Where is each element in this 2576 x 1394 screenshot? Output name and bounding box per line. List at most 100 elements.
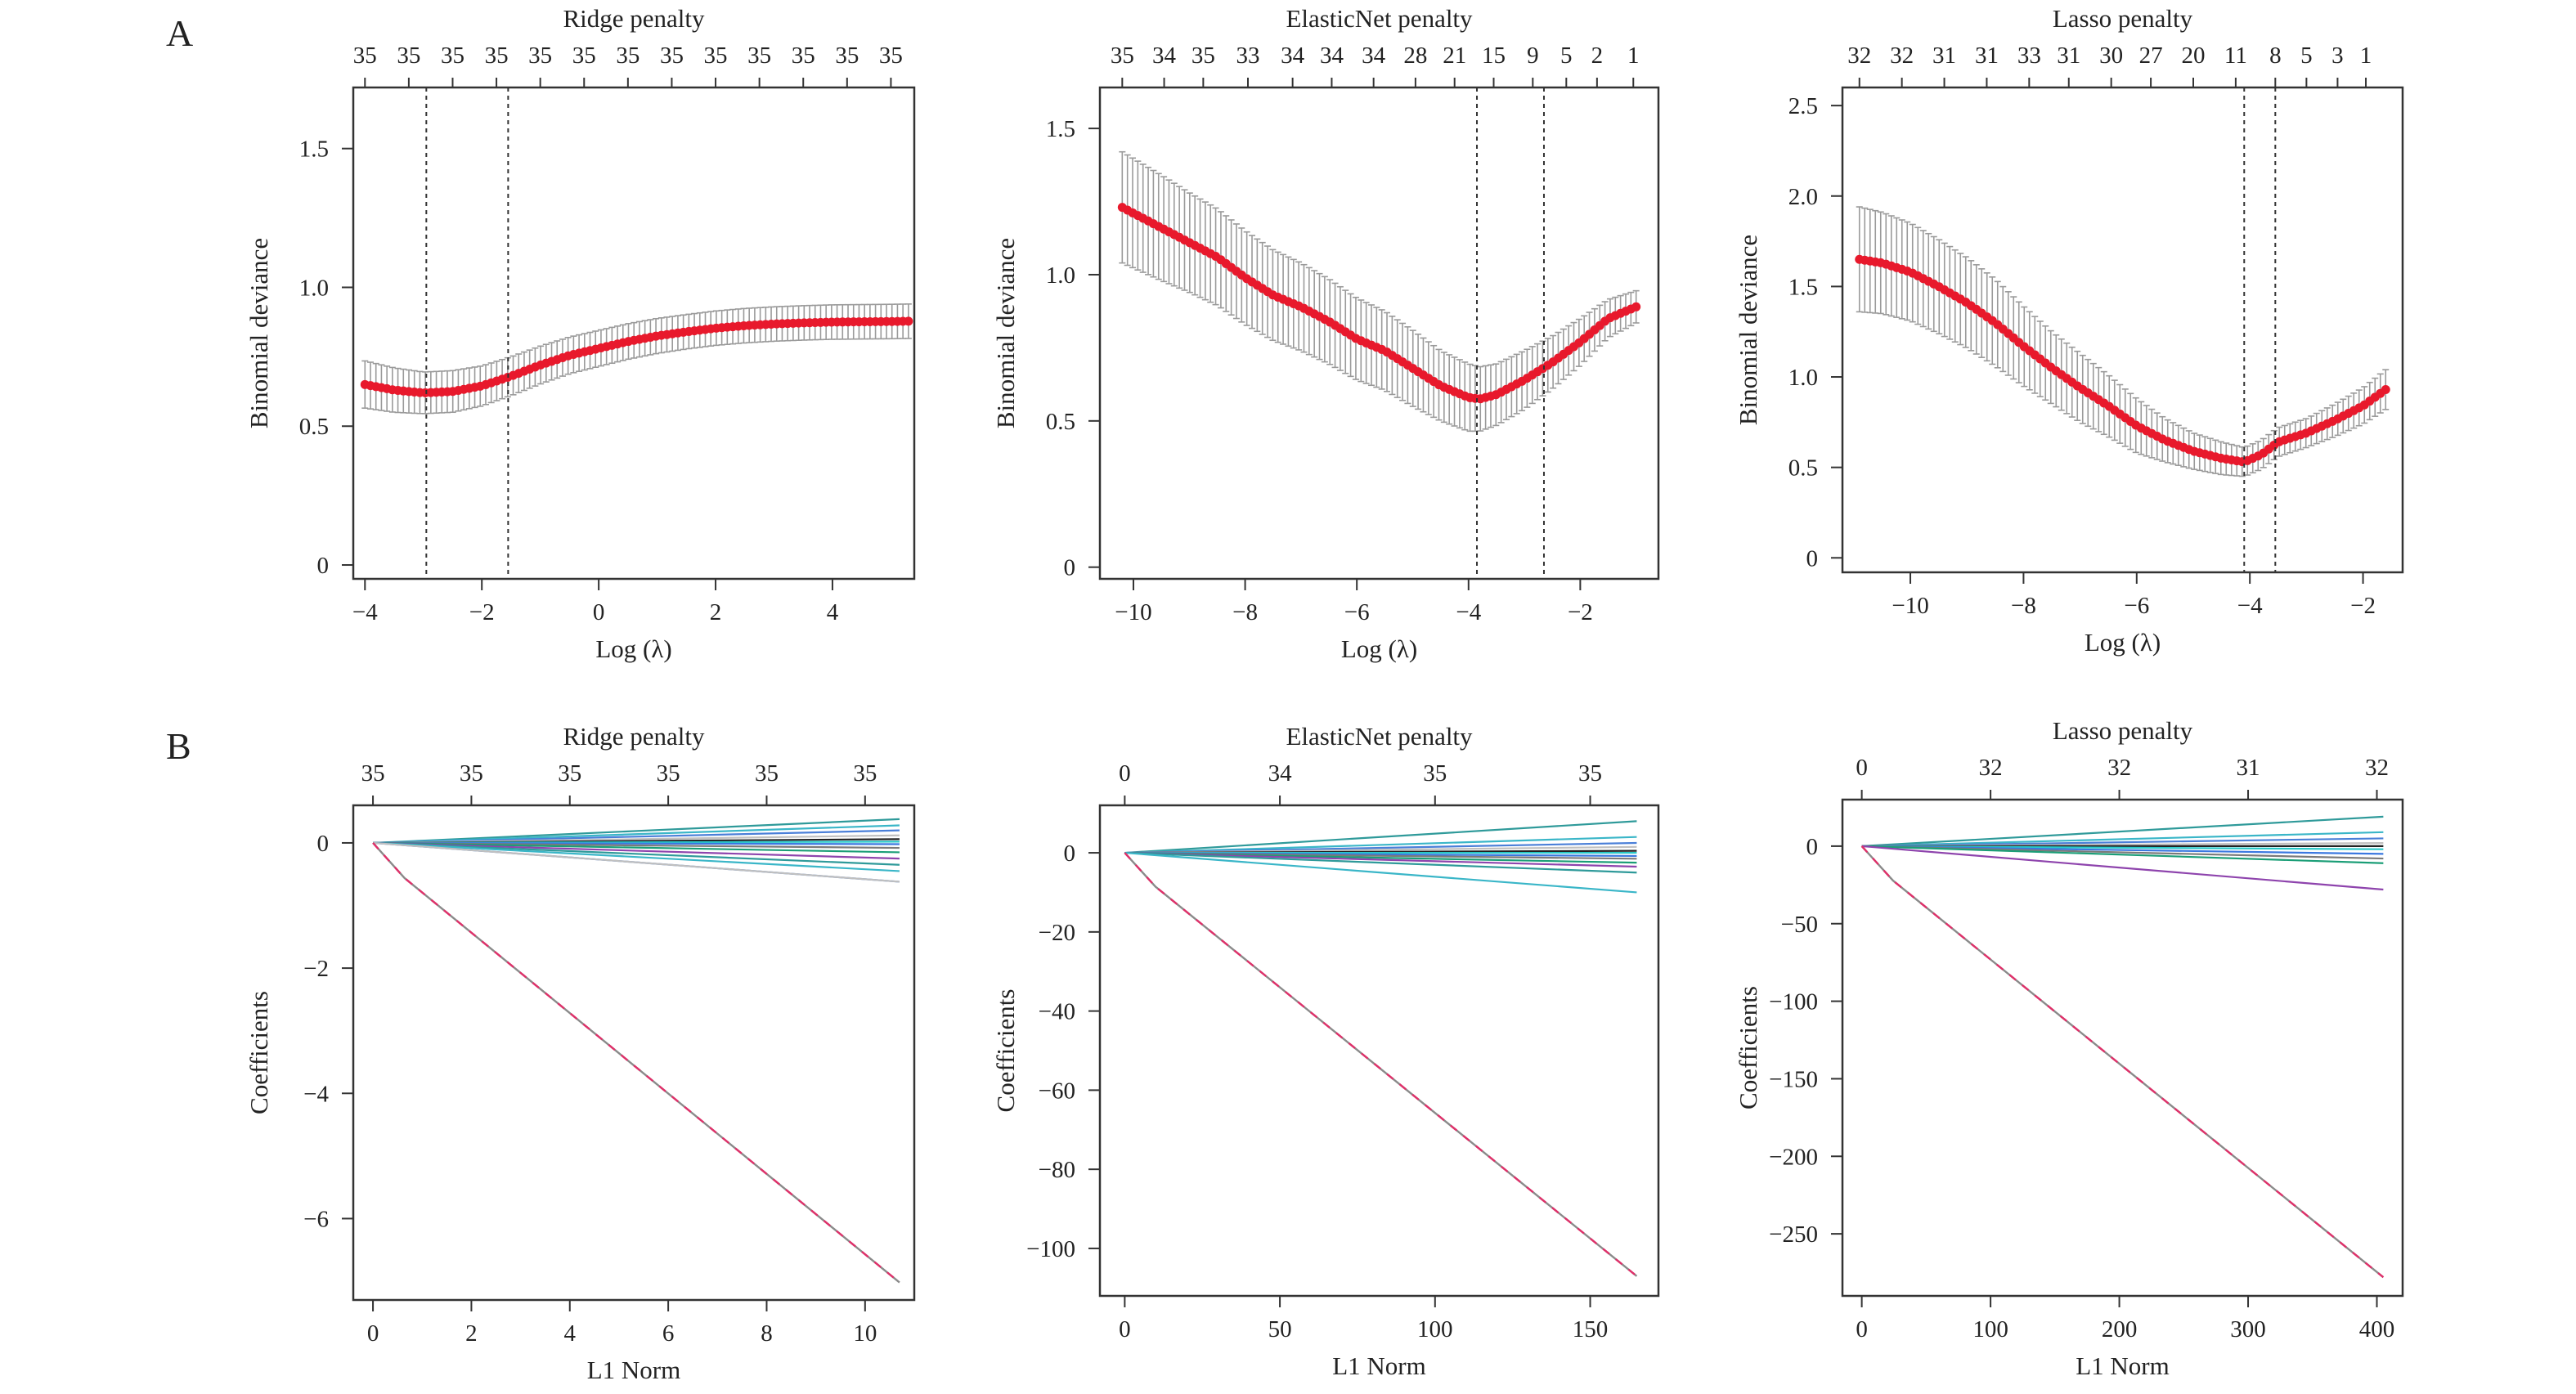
coefficient-paths: [372, 818, 900, 1284]
top-tick-label: 32: [1890, 43, 1914, 69]
chart-title: ElasticNet penalty: [1286, 722, 1473, 751]
x-tick-label: −2: [469, 599, 495, 625]
top-tick-label: 27: [2139, 43, 2163, 69]
x-tick-label: 0: [367, 1320, 379, 1347]
top-tick-label: 33: [2017, 43, 2041, 69]
cv-points: [1855, 254, 2390, 467]
top-tick-label: 35: [397, 43, 420, 69]
top-tick-label: 35: [1192, 43, 1215, 69]
x-tick-label: −4: [352, 599, 378, 625]
y-axis-label: Binomial deviance: [991, 238, 1020, 428]
y-tick-label: −80: [1039, 1157, 1075, 1183]
y-tick-label: 1.0: [1788, 365, 1818, 391]
top-tick-label: 20: [2181, 43, 2205, 69]
y-tick-label: 2.0: [1788, 184, 1818, 210]
top-tick-label: 35: [1111, 43, 1134, 69]
top-tick-label: 32: [1979, 755, 2003, 781]
top-tick-label: 33: [1236, 43, 1259, 69]
cv-point: [1631, 302, 1641, 312]
x-tick-label: −8: [2011, 593, 2036, 619]
top-tick-label: 31: [2057, 43, 2080, 69]
coefficient-path: [1124, 851, 1637, 894]
panel-label-a: A: [166, 12, 194, 54]
y-axis-label: Binomial deviance: [245, 238, 273, 428]
top-tick-label: 34: [1152, 43, 1177, 69]
top-tick-label: 35: [853, 760, 877, 787]
y-tick-label: 1.5: [299, 137, 329, 163]
top-tick-label: 35: [485, 43, 509, 69]
top-tick-label: 35: [879, 43, 903, 69]
top-tick-label: 0: [1119, 760, 1131, 787]
top-tick-label: 35: [755, 760, 779, 787]
x-tick-label: 300: [2230, 1316, 2266, 1342]
top-tick-label: 35: [572, 43, 596, 69]
top-tick-label: 35: [1578, 760, 1602, 787]
top-tick-label: 15: [1482, 43, 1506, 69]
top-tick-label: 5: [2300, 43, 2313, 69]
top-tick-label: 31: [1975, 43, 1999, 69]
x-tick-label: −4: [1456, 599, 1481, 625]
top-tick-label: 35: [528, 43, 552, 69]
coefficient-path-main-overlay: [1124, 852, 1638, 1277]
y-tick-label: −20: [1039, 920, 1075, 946]
coefficient-path: [1124, 851, 1637, 874]
y-tick-label: 0: [317, 831, 330, 857]
coefficient-path: [373, 841, 900, 860]
y-tick-label: 0.5: [299, 414, 329, 440]
top-tick-label: 5: [1560, 43, 1573, 69]
top-tick-label: 35: [1423, 760, 1447, 787]
chart-title: Ridge penalty: [563, 722, 705, 751]
top-tick-label: 35: [747, 43, 771, 69]
top-tick-label: 35: [704, 43, 728, 69]
cv-points: [1117, 203, 1641, 404]
chart-title: Lasso penalty: [2053, 716, 2193, 745]
x-tick-label: 400: [2359, 1316, 2395, 1342]
y-tick-label: −60: [1039, 1078, 1075, 1104]
chart-4: Ridge penalty 35 35 35 35 35 35 0 2 4 6 8 10 L1 Norm 0…: [245, 722, 916, 1384]
top-tick-label: 35: [361, 760, 385, 787]
x-tick-label: 100: [1972, 1316, 2008, 1342]
y-tick-label: 1.0: [1046, 262, 1075, 289]
chart-title: ElasticNet penalty: [1286, 4, 1473, 33]
top-tick-label: 35: [835, 43, 859, 69]
top-tick-label: 35: [558, 760, 581, 787]
top-tick-label: 34: [1362, 43, 1386, 69]
top-tick-label: 1: [2360, 43, 2372, 69]
top-tick-label: 34: [1281, 43, 1305, 69]
top-tick-label: 11: [2224, 43, 2247, 69]
panel-label-b: B: [166, 725, 191, 767]
coefficient-path: [1124, 836, 1637, 854]
y-tick-label: −200: [1769, 1144, 1818, 1170]
coefficient-path: [1861, 845, 2384, 891]
y-tick-label: 0: [1064, 555, 1076, 581]
cv-point: [904, 316, 913, 326]
top-tick-label: 28: [1403, 43, 1427, 69]
top-tick-label: 32: [2107, 755, 2131, 781]
y-tick-label: −40: [1039, 999, 1075, 1025]
x-tick-label: 2: [710, 599, 722, 625]
top-tick-label: 32: [2365, 755, 2389, 781]
top-tick-label: 31: [2237, 755, 2260, 781]
x-tick-label: 4: [827, 599, 839, 625]
plot-frame: [1841, 86, 2404, 574]
top-tick-label: 35: [660, 43, 684, 69]
y-tick-label: −6: [303, 1206, 329, 1232]
top-tick-label: 30: [2099, 43, 2123, 69]
y-axis-label: Coefficients: [991, 989, 1020, 1113]
y-tick-label: −100: [1026, 1236, 1075, 1262]
y-tick-label: −2: [303, 956, 329, 982]
plot-frame: [1098, 86, 1660, 580]
coefficient-path: [1861, 815, 2384, 848]
y-tick-label: 1.0: [299, 275, 329, 301]
coefficient-path: [373, 841, 900, 866]
y-tick-label: −4: [303, 1081, 329, 1107]
top-tick-label: 0: [1856, 755, 1868, 781]
top-tick-label: 31: [1932, 43, 1956, 69]
y-tick-label: 0: [1806, 545, 1819, 571]
x-tick-label: −4: [2237, 593, 2263, 619]
x-axis-label: L1 Norm: [587, 1356, 681, 1384]
y-tick-label: 1.5: [1788, 274, 1818, 300]
x-tick-label: 0: [1856, 1316, 1868, 1342]
